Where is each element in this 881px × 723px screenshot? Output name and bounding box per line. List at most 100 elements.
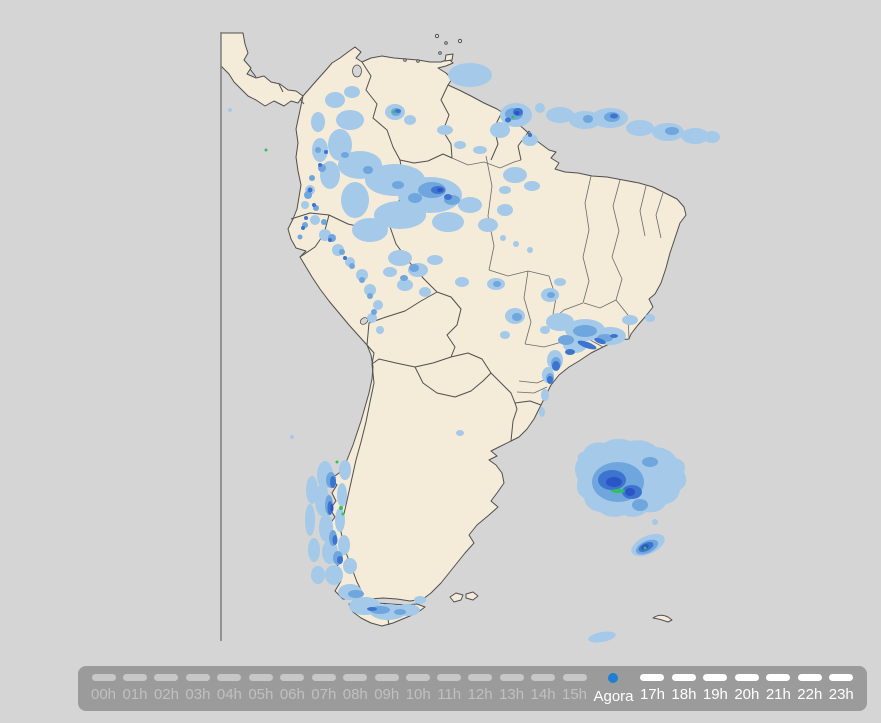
border-peru-bolivia <box>366 291 438 346</box>
time-label: 05h <box>248 686 274 703</box>
border-venezuela-brazil <box>399 153 453 164</box>
border-panama-colombia <box>299 98 305 105</box>
forecast-timeline-bar: 00h 01h 02h 03h 04h 05h 06h 07h 08h 09h … <box>78 666 867 711</box>
border-argentina-uruguay <box>510 402 518 442</box>
time-dash <box>280 674 305 681</box>
timeline-slot-23h[interactable]: 23h <box>829 674 854 703</box>
border-bolivia-brazil <box>436 291 462 358</box>
time-label: 13h <box>499 686 525 703</box>
timeline-slot-21h[interactable]: 21h <box>766 674 791 703</box>
timeline-slot-03h[interactable]: 03h <box>185 674 210 703</box>
caribbean-islands <box>403 33 463 63</box>
timeline-slot-19h[interactable]: 19h <box>703 674 728 703</box>
time-dash <box>343 674 368 681</box>
time-label: 22h <box>797 686 823 703</box>
timeline-slot-00h[interactable]: 00h <box>91 674 116 703</box>
state-borders-layer <box>451 130 664 394</box>
border-uruguay-brazil <box>514 400 542 406</box>
time-dash <box>185 674 210 681</box>
time-dash <box>766 674 791 681</box>
time-label: 06h <box>279 686 305 703</box>
border-chile-bolivia <box>366 344 375 365</box>
border-nicaragua-costarica <box>249 68 257 78</box>
timeline-slot-11h[interactable]: 11h <box>437 674 462 703</box>
timeline-slot-07h[interactable]: 07h <box>311 674 336 703</box>
time-dash <box>734 674 759 681</box>
timeline-slot-10h[interactable]: 10h <box>406 674 431 703</box>
border-bolivia-paraguay <box>414 356 452 368</box>
time-label: 18h <box>671 686 697 703</box>
time-label: 00h <box>91 686 117 703</box>
precipitation-map <box>220 32 720 643</box>
south-georgia-island <box>652 614 673 623</box>
timeline-slot-12h[interactable]: 12h <box>468 674 493 703</box>
time-label: 12h <box>467 686 493 703</box>
time-label: 17h <box>639 686 665 703</box>
border-bolivia-argentina <box>371 358 416 368</box>
time-dash <box>703 674 728 681</box>
time-label: 01h <box>122 686 148 703</box>
time-label: 15h <box>562 686 588 703</box>
timeline-slot-18h[interactable]: 18h <box>671 674 696 703</box>
time-label: Agora <box>593 688 634 705</box>
timeline-slot-05h[interactable]: 05h <box>248 674 273 703</box>
precipitation-extreme-layer <box>264 110 647 550</box>
timeline-slot-04h[interactable]: 04h <box>217 674 242 703</box>
time-dash <box>374 674 399 681</box>
current-time-dot-icon <box>608 673 619 683</box>
border-ecuador-peru <box>299 214 330 258</box>
time-dash <box>154 674 179 681</box>
timeline-slot-08h[interactable]: 08h <box>343 674 368 703</box>
time-label: 21h <box>765 686 791 703</box>
time-label: 10h <box>405 686 431 703</box>
time-dash <box>671 674 696 681</box>
time-dash <box>640 674 665 681</box>
falkland-islands <box>449 591 479 603</box>
time-dash <box>797 674 822 681</box>
time-label: 11h <box>437 686 462 703</box>
time-dash <box>437 674 462 681</box>
border-colombia-venezuela <box>361 61 401 161</box>
time-label: 20h <box>734 686 760 703</box>
time-dash <box>91 674 116 681</box>
border-argentina-brazil <box>490 372 516 404</box>
time-dash <box>829 674 854 681</box>
border-costarica-panama <box>278 83 284 93</box>
timeline-slot-06h[interactable]: 06h <box>280 674 305 703</box>
time-label: 09h <box>374 686 400 703</box>
timeline-slot-22h[interactable]: 22h <box>797 674 822 703</box>
time-label: 23h <box>828 686 854 703</box>
time-label: 03h <box>185 686 211 703</box>
time-dash <box>468 674 493 681</box>
time-dash <box>531 674 556 681</box>
border-colombia-ecuador <box>290 212 330 220</box>
time-dash <box>217 674 242 681</box>
timeline-slot-09h[interactable]: 09h <box>374 674 399 703</box>
time-dash <box>122 674 147 681</box>
border-venezuela-guyana <box>440 84 453 159</box>
timeline-slot-01h[interactable]: 01h <box>122 674 148 703</box>
time-label: 04h <box>216 686 242 703</box>
timeline-slot-02h[interactable]: 02h <box>154 674 179 703</box>
time-label: 14h <box>530 686 556 703</box>
timeline-slot-14h[interactable]: 14h <box>531 674 556 703</box>
border-argentina-paraguay <box>414 366 492 398</box>
time-dash <box>248 674 273 681</box>
time-dash <box>499 674 524 681</box>
time-dash <box>311 674 336 681</box>
trinidad-island <box>444 53 454 62</box>
timeline-slot-17h[interactable]: 17h <box>640 674 665 703</box>
time-dash <box>406 674 431 681</box>
border-paraguay-brazil <box>450 352 492 374</box>
timeline-slot-13h[interactable]: 13h <box>499 674 524 703</box>
timeline-slot-15h[interactable]: 15h <box>562 674 587 703</box>
border-peru-brazil <box>387 220 438 293</box>
lake-maracaibo <box>352 64 362 78</box>
timeline-slot-agora[interactable]: Agora <box>593 673 634 705</box>
time-label: 19h <box>702 686 728 703</box>
time-label: 08h <box>342 686 368 703</box>
time-label: 07h <box>311 686 337 703</box>
timeline-slot-20h[interactable]: 20h <box>734 674 759 703</box>
time-dash <box>562 674 587 681</box>
time-label: 02h <box>153 686 179 703</box>
